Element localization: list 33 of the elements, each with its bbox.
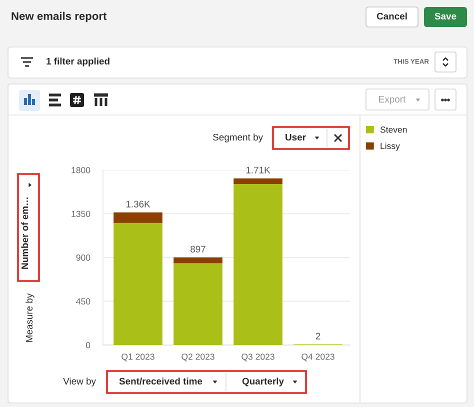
total-label: 897 [190,246,206,252]
text: Cancel [376,12,407,20]
text: Export [379,96,406,104]
bar [174,257,222,264]
y-axis-title: Number of em… [21,198,28,269]
total-label: 1.36K [126,200,150,208]
chart-title: New emails report [12,12,107,22]
bar [234,183,282,345]
total-label: 1.71K [246,166,270,174]
x-tick-label: Q4 2023 [302,354,334,362]
total-label: 2 [316,332,320,340]
text: User [286,134,306,141]
legend-label: Steven [380,126,407,133]
bar [114,212,162,223]
bar [174,262,222,345]
text: View by [63,378,96,386]
text: Quarterly [242,378,284,386]
x-tick-label: Q2 2023 [182,354,214,362]
bar [234,178,282,184]
text: Sent/received time [119,378,202,385]
x-tick-label: Q1 2023 [122,354,154,362]
legend-label: Lissy [380,142,400,151]
y-tick-label: 0 [86,342,90,348]
y-tick-label: 450 [76,298,90,305]
text: Measure by [26,293,34,342]
text: Segment by [213,134,263,142]
y-tick-label: 1350 [72,210,90,218]
y-tick-label: 1800 [72,167,90,174]
text: Save [434,12,456,20]
bar [114,222,162,345]
y-tick-label: 900 [76,254,90,261]
x-tick-label: Q3 2023 [242,354,274,362]
text: 1 filter applied [46,58,110,66]
